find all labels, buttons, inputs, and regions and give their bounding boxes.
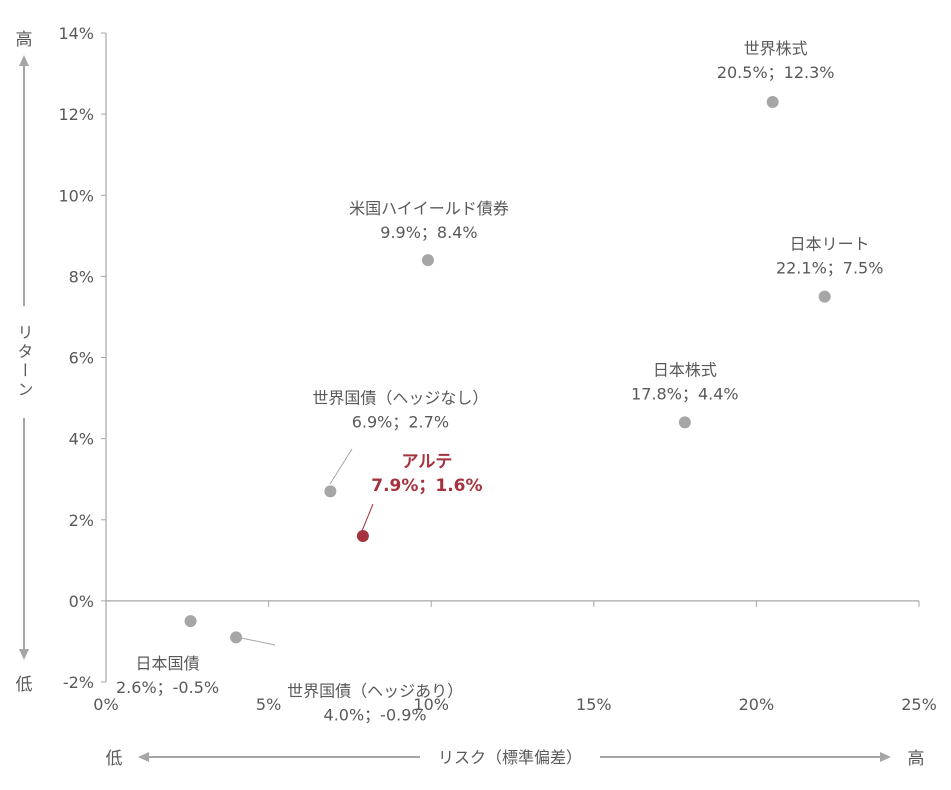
data-point-group: 世界国債（ヘッジあり） 4.0%；-0.9% — [230, 631, 463, 724]
data-label-value: 2.6%；-0.5% — [116, 678, 219, 697]
y-axis-title: リターン — [15, 324, 34, 400]
leader-line — [240, 637, 276, 646]
y-tick-label: -2% — [63, 673, 94, 692]
x-tick-label: 15% — [576, 695, 612, 714]
data-point-group: 日本国債 2.6%；-0.5% — [116, 615, 219, 697]
data-label-name: 米国ハイイールド債券 — [349, 199, 509, 218]
data-point — [678, 416, 691, 429]
leader-line — [361, 503, 374, 532]
y-low-label: 低 — [16, 675, 33, 695]
y-tick-label: 0% — [69, 592, 94, 611]
data-point-group: 世界株式 20.5%；12.3% — [717, 39, 835, 108]
data-point — [818, 290, 831, 303]
data-label-value: 4.0%；-0.9% — [324, 705, 427, 724]
data-label-name: 日本株式 — [653, 360, 717, 379]
data-point — [356, 529, 369, 542]
data-point — [230, 631, 243, 644]
y-tick-label: 10% — [58, 186, 94, 205]
data-point — [184, 615, 197, 628]
data-label-value: 7.9%；1.6% — [371, 476, 482, 496]
x-tick-label: 25% — [901, 695, 937, 714]
data-label-value: 20.5%；12.3% — [717, 63, 835, 82]
data-label-name: 日本国債 — [136, 654, 200, 673]
y-tick-label: 2% — [69, 511, 94, 530]
data-point-group: 日本リート 22.1%；7.5% — [776, 235, 883, 303]
data-label-value: 17.8%；4.4% — [631, 384, 738, 403]
y-tick-label: 6% — [69, 349, 94, 368]
x-low-label: 低 — [106, 749, 123, 769]
data-label-name: アルテ — [401, 452, 452, 472]
data-point — [766, 95, 779, 108]
data-label-value: 6.9%；2.7% — [352, 412, 449, 431]
data-label-name: 日本リート — [790, 235, 870, 254]
data-point-group: 日本株式 17.8%；4.4% — [631, 360, 739, 429]
data-label-name: 世界国債（ヘッジなし） — [312, 388, 488, 407]
y-tick-label: 14% — [58, 24, 94, 43]
x-axis-arrow — [138, 752, 891, 762]
data-label-value: 22.1%；7.5% — [776, 259, 883, 278]
y-high-label: 高 — [16, 30, 33, 50]
y-tick-label: 8% — [69, 267, 94, 286]
x-tick-label: 5% — [256, 695, 281, 714]
leader-line — [329, 448, 353, 485]
x-tick-label: 0% — [93, 695, 118, 714]
y-tick-label: 12% — [58, 105, 94, 124]
x-tick-label: 20% — [739, 695, 775, 714]
x-high-label: 高 — [908, 749, 925, 769]
y-axis-arrow — [19, 55, 29, 660]
x-axis-title: リスク（標準偏差） — [438, 748, 582, 767]
data-point — [421, 254, 434, 267]
data-label-value: 9.9%；8.4% — [380, 223, 477, 242]
data-point — [324, 485, 337, 498]
x-tick-label: 10% — [413, 695, 449, 714]
data-label-name: 世界株式 — [744, 39, 808, 58]
data-point-group: 米国ハイイールド債券 9.9%；8.4% — [349, 199, 509, 267]
data-point-group: アルテ 7.9%；1.6% — [356, 452, 483, 542]
y-tick-label: 4% — [69, 430, 94, 449]
data-label-name: 世界国債（ヘッジあり） — [287, 681, 463, 700]
data-point-group: 世界国債（ヘッジなし） 6.9%；2.7% — [312, 388, 488, 498]
